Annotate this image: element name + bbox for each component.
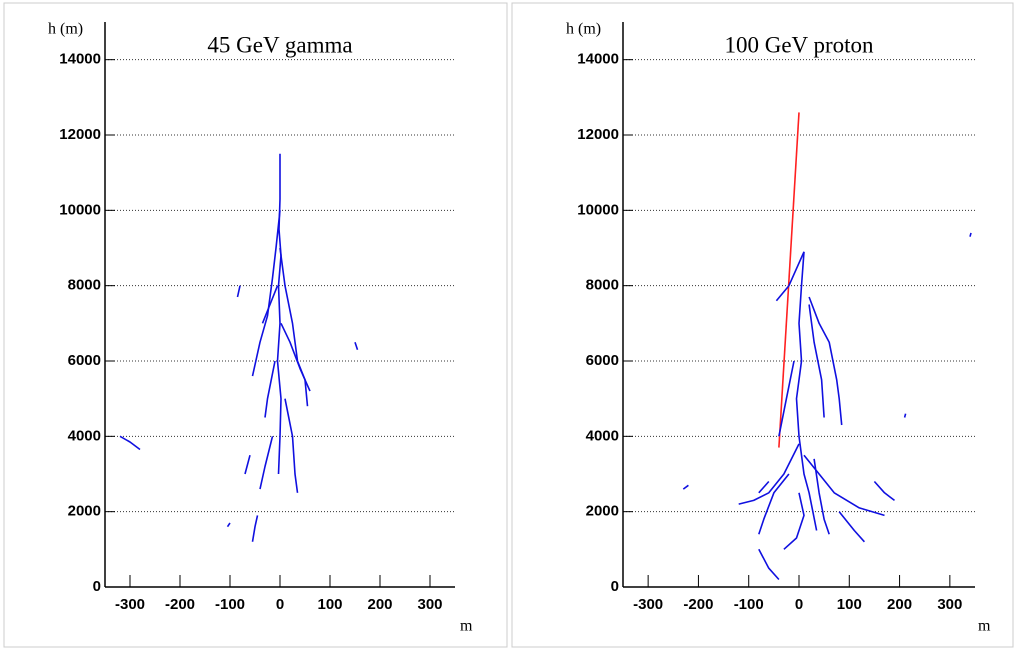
chart-title: 45 GeV gamma (207, 32, 352, 57)
y-tick-label: 14000 (577, 51, 619, 68)
track (795, 251, 818, 531)
x-tick-label: 300 (417, 596, 442, 613)
y-tick-label: 8000 (68, 277, 101, 294)
x-tick-label: 0 (795, 596, 803, 613)
x-tick-label: -200 (683, 596, 713, 613)
x-tick-label: -300 (633, 596, 663, 613)
track (758, 473, 790, 535)
y-tick-label: 4000 (586, 427, 619, 444)
y-tick-label: 8000 (586, 277, 619, 294)
track (119, 435, 141, 451)
y-axis-label: h (m) (48, 21, 83, 38)
x-tick-label: -100 (734, 596, 764, 613)
track (284, 398, 299, 493)
track (251, 210, 281, 377)
y-tick-label: 12000 (59, 126, 101, 143)
track (259, 436, 274, 490)
x-tick-label: 0 (276, 596, 284, 613)
y-tick-label: 10000 (577, 201, 619, 218)
track (758, 548, 780, 581)
y-tick-label: 12000 (577, 126, 619, 143)
panel-frame (511, 2, 1014, 648)
track (280, 322, 311, 392)
track (783, 492, 805, 550)
track (803, 454, 885, 517)
track (682, 484, 689, 490)
track (808, 296, 843, 426)
track (236, 285, 241, 298)
track (969, 232, 972, 237)
y-tick-label: 6000 (586, 352, 619, 369)
track (244, 454, 251, 475)
y-tick-label: 2000 (68, 503, 101, 520)
x-axis-label: m (978, 618, 991, 635)
track (279, 247, 309, 407)
track (775, 251, 805, 302)
x-tick-label: 100 (317, 596, 342, 613)
track (838, 511, 865, 543)
track (354, 341, 359, 350)
y-axis-label: h (m) (566, 21, 601, 38)
track (264, 360, 276, 418)
x-tick-label: -300 (115, 596, 145, 613)
track (251, 515, 259, 542)
track (738, 443, 800, 505)
y-tick-label: 14000 (59, 51, 101, 68)
track (813, 458, 830, 535)
x-tick-label: 100 (837, 596, 862, 613)
y-tick-label: 0 (611, 578, 619, 595)
track (226, 522, 231, 528)
y-tick-label: 6000 (68, 352, 101, 369)
track (903, 413, 907, 418)
x-tick-label: -200 (165, 596, 195, 613)
x-tick-label: 200 (887, 596, 912, 613)
panel-frame (3, 2, 508, 648)
track (778, 112, 800, 448)
x-axis-label: m (460, 618, 473, 635)
x-tick-label: -100 (215, 596, 245, 613)
x-tick-label: 300 (937, 596, 962, 613)
y-tick-label: 4000 (68, 427, 101, 444)
y-tick-label: 0 (93, 578, 101, 595)
chart-title: 100 GeV proton (724, 32, 874, 57)
y-tick-label: 2000 (586, 503, 619, 520)
track (778, 360, 795, 437)
track (808, 304, 825, 418)
track (261, 285, 279, 324)
y-tick-label: 10000 (59, 201, 101, 218)
track (758, 480, 770, 494)
track (873, 480, 895, 502)
x-tick-label: 200 (367, 596, 392, 613)
